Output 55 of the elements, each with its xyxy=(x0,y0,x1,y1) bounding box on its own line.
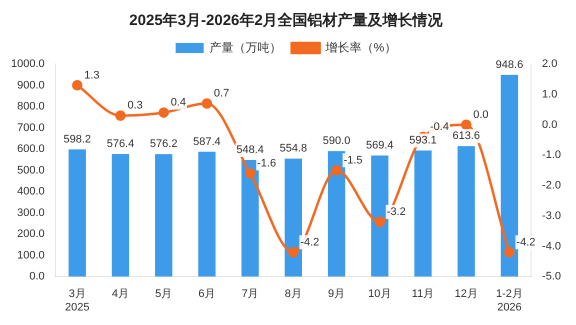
y2-tick-label: -3.0 xyxy=(542,210,562,222)
data-label: 554.8 xyxy=(280,142,308,155)
data-label: 576.2 xyxy=(150,138,178,150)
y-tick-label: 700.0 xyxy=(17,122,45,134)
data-label: 0.3 xyxy=(127,100,143,112)
data-label: 593.1 xyxy=(409,134,437,147)
legend-label: 增长率（%） xyxy=(324,40,396,54)
data-label: -0.4 xyxy=(430,120,449,133)
y-tick-label: 600.0 xyxy=(17,143,45,156)
data-label: 587.4 xyxy=(193,136,221,148)
x-tick-label: 3月 2025 xyxy=(65,288,90,314)
y-tick-label: 100.0 xyxy=(17,249,45,262)
data-label: -3.2 xyxy=(386,206,406,218)
x-tick-label: 11月 xyxy=(412,288,434,300)
y-tick-label: 300.0 xyxy=(17,206,45,219)
chart-title: 2025年3月-2026年2月全国铝材产量及增长情况 xyxy=(129,12,444,30)
x-tick-label: 7月 xyxy=(242,288,259,300)
y2-tick-label: 1.0 xyxy=(542,88,558,100)
y2-tick-label: 0.0 xyxy=(542,118,558,131)
data-label: 0.0 xyxy=(473,108,489,121)
x-tick-label: 10月 xyxy=(368,288,392,300)
data-label: 0.7 xyxy=(214,88,230,100)
x-tick-label: 4月 xyxy=(112,288,130,300)
data-label: 576.4 xyxy=(106,138,134,150)
y-tick-label: 200.0 xyxy=(17,228,45,240)
data-label: 598.2 xyxy=(63,133,92,146)
y2-tick-label: 2.0 xyxy=(542,58,558,70)
x-tick-label: 6月 xyxy=(198,288,216,300)
data-label: 569.4 xyxy=(366,140,394,152)
x-tick-label: 12月 xyxy=(454,288,478,300)
data-label: 590.0 xyxy=(322,135,350,148)
data-label: 613.6 xyxy=(452,130,480,142)
legend-label: 产量（万吨） xyxy=(210,40,282,54)
y-tick-label: 500.0 xyxy=(17,164,45,176)
y-tick-label: 0.0 xyxy=(29,270,45,283)
x-tick-label: 1-2月 2026 xyxy=(496,288,523,314)
y2-tick-label: -2.0 xyxy=(542,180,562,192)
y-tick-label: 400.0 xyxy=(17,186,45,198)
data-label: 948.6 xyxy=(496,58,524,71)
data-label: -4.2 xyxy=(300,236,320,248)
y-tick-label: 1000.0 xyxy=(10,58,45,70)
y2-tick-label: -4.0 xyxy=(542,240,562,252)
y-tick-label: 800.0 xyxy=(17,100,45,113)
data-label: 0.4 xyxy=(170,96,186,109)
data-label: -1.5 xyxy=(344,154,363,166)
data-label: -4.2 xyxy=(516,236,536,248)
data-label: 1.3 xyxy=(84,69,100,82)
x-tick-label: 9月 xyxy=(328,288,346,300)
y2-tick-label: -1.0 xyxy=(542,149,562,162)
data-label: -1.6 xyxy=(257,157,276,170)
y-tick-label: 900.0 xyxy=(17,79,45,92)
x-tick-label: 5月 xyxy=(155,288,172,300)
x-tick-label: 8月 xyxy=(284,288,302,300)
data-label: 548.4 xyxy=(236,144,264,156)
y2-tick-label: -5.0 xyxy=(542,270,562,283)
